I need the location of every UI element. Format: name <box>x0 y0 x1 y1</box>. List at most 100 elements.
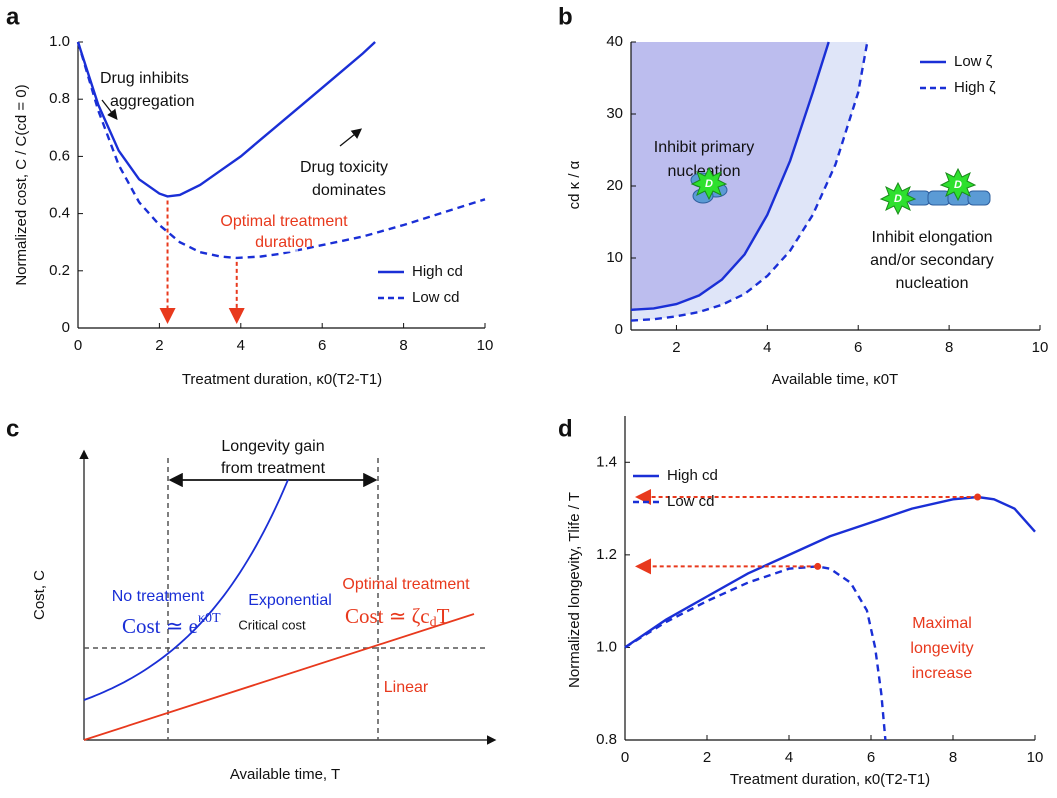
formula: Cost ≃ ζcdT <box>345 604 450 630</box>
x-axis-title: Available time, T <box>230 766 340 783</box>
x-tick-label: 2 <box>703 749 711 766</box>
icon-label: D <box>894 193 902 205</box>
y-tick-label: 40 <box>606 33 623 50</box>
exponential-curve <box>83 479 289 701</box>
extremum-point <box>974 493 982 501</box>
formula: Cost ≃ eκ0T <box>122 611 221 638</box>
x-tick-label: 10 <box>477 337 494 354</box>
y-tick-label: 1.2 <box>596 546 617 563</box>
panel-letter: a <box>6 3 20 30</box>
x-tick-label: 6 <box>867 749 875 766</box>
y-tick-label: 0.8 <box>49 90 70 107</box>
annotation: Longevity gain <box>221 438 324 455</box>
x-tick-label: 8 <box>949 749 957 766</box>
x-tick-label: 8 <box>945 339 953 356</box>
series-line <box>76 41 486 260</box>
x-tick-label: 2 <box>155 337 163 354</box>
plots: 0 2 4 6 8 10 0 0.2 0.4 0.6 0.8 1.0 Treatment duratio… <box>13 33 1048 788</box>
x-axis-title: Treatment duration, κ0(T2-T1) <box>730 771 930 788</box>
icon-label: D <box>954 179 962 191</box>
annotation: longevity <box>910 640 973 657</box>
annotation: Critical cost <box>238 617 306 632</box>
series-line <box>630 41 869 322</box>
legend-label: High cd <box>412 263 463 280</box>
y-tick-label: 1.0 <box>596 638 617 655</box>
formula-part: Cost ≃ e <box>122 614 198 638</box>
x-tick-label: 10 <box>1027 749 1044 766</box>
series-line <box>630 41 830 311</box>
annotation: Drug toxicity <box>300 159 388 176</box>
formula-part: d <box>430 615 437 630</box>
molecule-icon: D <box>690 166 728 204</box>
y-tick-label: 1.0 <box>49 33 70 50</box>
annotation: Maximal <box>912 615 972 632</box>
annotation: and/or secondary <box>870 252 994 269</box>
annotation: Inhibit elongation <box>872 229 993 246</box>
y-axis-title: Normalized cost, C / C(cd = 0) <box>13 84 30 285</box>
y-tick-label: 10 <box>606 249 623 266</box>
fibril-icon: D D <box>879 167 991 216</box>
extremum-point <box>814 562 822 570</box>
annotation: nucleation <box>896 275 969 292</box>
formula-part: T <box>437 604 450 628</box>
x-tick-label: 6 <box>318 337 326 354</box>
y-tick-label: 1.4 <box>596 453 617 470</box>
y-axis-title: Normalized longevity, Tlife / T <box>566 492 583 688</box>
annotation: duration <box>255 234 313 251</box>
y-axis-title: cd κ / α <box>566 160 583 209</box>
y-tick-label: 0 <box>615 321 623 338</box>
annotation: Exponential <box>248 592 332 609</box>
x-tick-label: 8 <box>399 337 407 354</box>
series-line <box>624 495 1036 649</box>
annotation: increase <box>912 665 973 682</box>
panel-letter: b <box>558 3 573 30</box>
y-tick-label: 0 <box>62 319 70 336</box>
x-tick-label: 4 <box>237 337 245 354</box>
label-backdrop <box>228 234 298 252</box>
annotation: Optimal treatment <box>220 213 348 230</box>
y-tick-label: 0.4 <box>49 205 70 222</box>
legend-label: High cd <box>667 467 718 484</box>
annotation: No treatment <box>112 588 205 605</box>
annotation-arrow <box>339 128 363 147</box>
icon-label: D <box>705 178 713 190</box>
series-line <box>624 565 887 741</box>
y-tick-label: 30 <box>606 105 623 122</box>
x-tick-label: 2 <box>672 339 680 356</box>
panel-letter: c <box>6 415 19 442</box>
region-fill <box>631 42 829 310</box>
x-axis-title: Available time, κ0T <box>772 371 898 388</box>
legend-label: Low ζ <box>954 53 993 70</box>
annotation: Optimal treatment <box>342 576 470 593</box>
x-tick-label: 10 <box>1032 339 1049 356</box>
annotation: aggregation <box>110 93 195 110</box>
y-tick-label: 0.6 <box>49 147 70 164</box>
y-tick-label: 0.8 <box>596 731 617 748</box>
x-tick-label: 6 <box>854 339 862 356</box>
annotation: Linear <box>384 679 429 696</box>
annotation: Inhibit primary <box>654 139 754 156</box>
legend-label: Low cd <box>667 493 715 510</box>
x-axis-title: Treatment duration, κ0(T2-T1) <box>182 371 382 388</box>
x-tick-label: 4 <box>785 749 793 766</box>
y-tick-label: 20 <box>606 177 623 194</box>
x-tick-label: 4 <box>763 339 771 356</box>
formula-part: κ0T <box>198 611 221 626</box>
legend-label: Low cd <box>412 289 460 306</box>
annotation-arrow <box>101 99 118 121</box>
panel-letter: d <box>558 415 573 442</box>
linear-curve <box>83 613 475 741</box>
formula-part: Cost ≃ ζc <box>345 604 430 628</box>
y-tick-label: 0.2 <box>49 262 70 279</box>
schematic <box>79 449 497 745</box>
annotation: nucleation <box>668 163 741 180</box>
y-axis-title: Cost, C <box>31 570 48 620</box>
x-tick-label: 0 <box>621 749 629 766</box>
annotation: Drug inhibits <box>100 70 189 87</box>
annotation: from treatment <box>221 460 326 477</box>
series-line <box>76 41 376 198</box>
legend-label: High ζ <box>954 79 996 96</box>
x-tick-label: 0 <box>74 337 82 354</box>
annotation: dominates <box>312 182 386 199</box>
